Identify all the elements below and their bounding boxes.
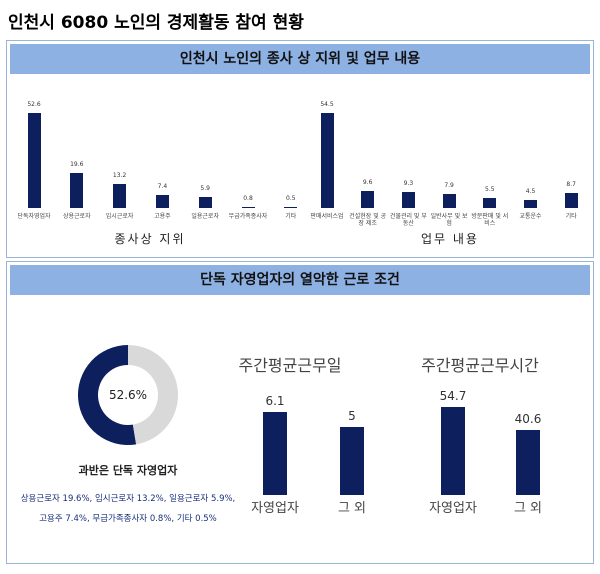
category-label: 일용근로자 — [191, 213, 219, 220]
value-label: 8.7 — [566, 180, 576, 188]
bar — [483, 198, 497, 208]
bar — [113, 184, 127, 208]
bar — [263, 412, 287, 495]
donut-segment — [128, 345, 178, 445]
bar — [241, 206, 255, 208]
bar — [320, 113, 334, 208]
value-label: 54.7 — [439, 389, 467, 403]
donut-center-label: 52.6% — [109, 388, 147, 402]
bar — [441, 407, 465, 495]
category-label: 기타 — [565, 213, 577, 220]
bar — [284, 207, 298, 208]
value-label: 7.9 — [444, 182, 454, 190]
value-label: 5 — [348, 408, 356, 423]
page-title: 인천시 6080 노인의 경제활동 참여 현황 — [8, 13, 304, 33]
value-label: 0.5 — [286, 195, 296, 203]
donut-chart: 52.6% — [77, 345, 178, 445]
value-label: 7.4 — [157, 182, 168, 190]
category-label: 자영업자 — [251, 501, 299, 516]
bar — [564, 192, 578, 208]
bar — [70, 172, 84, 208]
value-label: 52.6 — [27, 101, 41, 108]
value-label: 5.5 — [485, 186, 495, 194]
section-header: 인천시 노인의 종사 상 지위 및 업무 내용 — [10, 44, 590, 74]
category-label: 판매서비스업 — [310, 213, 344, 220]
value-label: 40.6 — [514, 411, 542, 426]
value-label: 6.1 — [265, 394, 285, 408]
value-label: 19.6 — [70, 160, 84, 168]
bar — [155, 194, 169, 208]
section-box — [6, 40, 594, 258]
bar — [516, 429, 540, 495]
bar — [340, 426, 364, 495]
section-header: 단독 자영업자의 열악한 근로 조건 — [10, 265, 590, 295]
x-axis-label: 업무 내용 — [421, 232, 479, 246]
category-label: 무급가족종사자 — [228, 213, 268, 220]
value-label: 5.9 — [200, 185, 210, 193]
note: 고용주 7.4%, 무급가족종사자 0.8%, 기타 0.5% — [39, 514, 217, 524]
bar — [361, 191, 375, 208]
chart-title: 주간평균근무일 — [238, 356, 342, 375]
category-label: 단독자영업자 — [17, 213, 51, 220]
category-label: 임시근로자 — [105, 213, 134, 220]
donut-segment — [77, 345, 137, 445]
x-axis-label: 종사상 지위 — [114, 232, 186, 246]
value-label: 0.8 — [243, 194, 253, 202]
category-label: 자영업자 — [429, 501, 477, 516]
category-label: 일반사무 및 보험 — [430, 213, 468, 228]
category-label: 방문판매 및 서비스 — [471, 213, 509, 228]
category-label: 건물관리 및 부동산 — [389, 213, 427, 228]
bar — [442, 194, 456, 208]
value-label: 4.5 — [525, 188, 536, 196]
category-label: 그 외 — [337, 501, 367, 516]
category-label: 기타 — [285, 213, 297, 220]
note: 상용근로자 19.6%, 임시근로자 13.2%, 일용근로자 5.9%, — [20, 494, 236, 504]
bar — [27, 113, 41, 208]
bar — [198, 197, 212, 208]
category-label: 교통운수 — [519, 213, 542, 220]
category-label: 상용근로자 — [62, 213, 91, 220]
category-label: 고용주 — [154, 213, 171, 220]
value-label: 13.2 — [112, 172, 127, 180]
section-box — [6, 261, 594, 564]
category-label: 그 외 — [513, 501, 543, 516]
bar — [401, 191, 415, 208]
bar — [524, 200, 537, 208]
value-label: 9.6 — [362, 179, 373, 187]
donut-caption: 과반은 단독 자영업자 — [78, 464, 178, 477]
value-label: 54.5 — [320, 101, 334, 108]
value-label: 9.3 — [403, 179, 414, 187]
chart-title: 주간평균근무시간 — [421, 356, 539, 375]
category-label: 건설현장 및 공장 제조 — [349, 213, 387, 228]
